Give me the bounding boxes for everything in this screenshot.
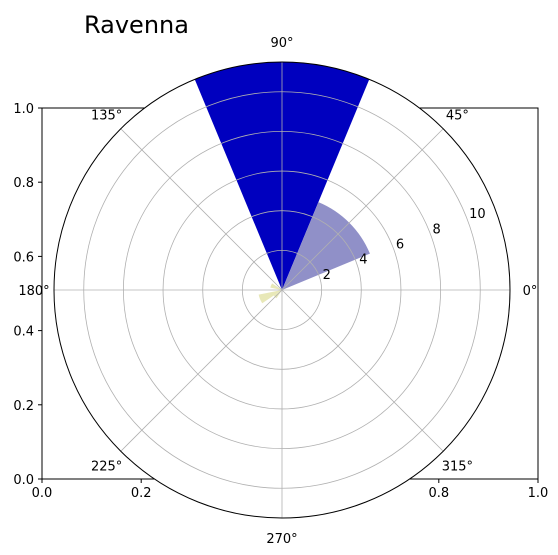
r-tick-label: 10 xyxy=(469,207,486,222)
y-tick-label: 1.0 xyxy=(13,102,34,117)
theta-grid-line xyxy=(120,289,283,452)
y-tick-label: 0.4 xyxy=(13,325,34,340)
theta-tick-label: 90° xyxy=(270,36,293,51)
r-tick-label: 6 xyxy=(396,237,404,252)
theta-tick-label: 270° xyxy=(266,532,297,547)
polar-axes: 2 4 6 8 10 0° 45° 90° 135° 180° 225° 270° 315° xyxy=(18,36,537,547)
theta-grid-line xyxy=(281,128,444,291)
theta-tick-label: 225° xyxy=(91,459,122,474)
theta-grid-line xyxy=(120,128,283,291)
theta-tick-label: 180° xyxy=(18,284,49,299)
x-tick-label: 1.0 xyxy=(528,486,549,501)
x-tick-label: 0.8 xyxy=(428,486,449,501)
y-tick-label: 0.2 xyxy=(13,399,34,414)
y-tick-label: 0.0 xyxy=(13,473,34,488)
chart-title: Ravenna xyxy=(84,11,189,39)
r-tick-label: 4 xyxy=(359,253,367,268)
y-tick-label: 0.8 xyxy=(13,176,34,191)
theta-tick-label: 45° xyxy=(446,109,469,124)
polar-bar xyxy=(270,283,282,290)
theta-grid-line xyxy=(281,289,444,452)
r-tick-label: 8 xyxy=(433,222,441,237)
theta-tick-label: 135° xyxy=(91,109,122,124)
x-tick-label: 0.0 xyxy=(32,486,53,501)
theta-tick-label: 315° xyxy=(442,459,473,474)
r-tick-label: 2 xyxy=(323,268,331,283)
y-tick-label: 0.6 xyxy=(13,250,34,265)
theta-tick-label: 0° xyxy=(523,284,538,299)
x-tick-label: 0.2 xyxy=(131,486,152,501)
polar-frame xyxy=(53,61,511,519)
polar-bar xyxy=(258,290,282,304)
